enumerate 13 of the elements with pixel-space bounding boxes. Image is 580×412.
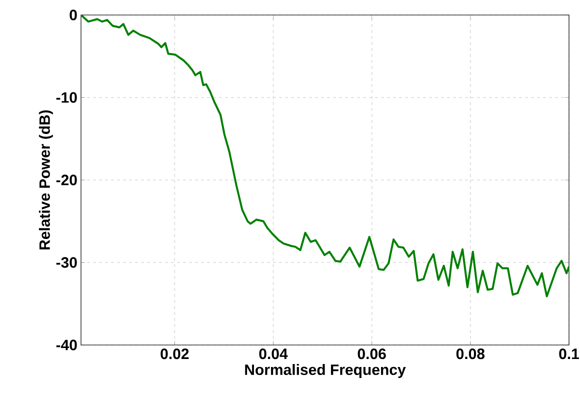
y-tick-label: -40 <box>56 340 77 350</box>
x-tick-label: 0.1 <box>559 348 580 360</box>
y-tick-label: -30 <box>56 257 77 268</box>
y-tick-label: -20 <box>56 174 77 186</box>
y-tick-label: 0 <box>70 10 77 20</box>
y-axis-title: Relative Power (dB) <box>38 110 53 250</box>
x-tick-label: 0.06 <box>358 348 386 360</box>
y-tick-label: -10 <box>56 92 77 103</box>
x-tick-label: 0.04 <box>259 348 288 360</box>
x-tick-label: 0.02 <box>160 348 189 360</box>
x-tick-label: 0.08 <box>456 348 485 360</box>
x-axis-title: Normalised Frequency <box>245 364 406 378</box>
line-series <box>81 14 569 298</box>
